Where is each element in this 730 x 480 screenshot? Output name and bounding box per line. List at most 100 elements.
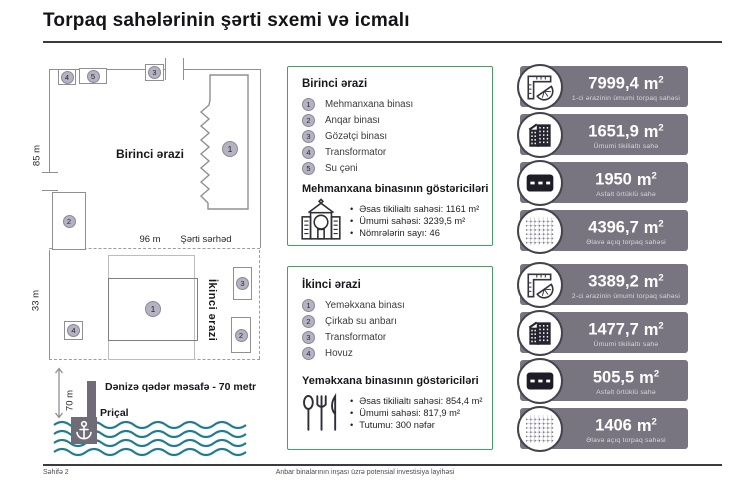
area1-height-dimension: 85 m: [31, 144, 43, 167]
area2-height-dimension: 33 m: [30, 289, 42, 312]
legend-item-badge: 1: [302, 97, 315, 111]
stat-value: 1950 m2: [595, 170, 657, 189]
area1-left-border: [49, 69, 50, 172]
stat-label: Əlavə açıq torpaq sahəsi: [586, 238, 666, 246]
area1-badge-5: 5: [86, 69, 100, 83]
legend-item: 1 Mehmanxana binası: [302, 96, 484, 112]
conditional-boundary-line: [49, 248, 260, 249]
legend-box-area1: Birinci ərazi 1 Mehmanxana binası 2 Anqa…: [287, 66, 493, 246]
stat-value: 1477,7 m2: [588, 320, 664, 339]
project-title: Anbar binalarının inşası üzrə potensial …: [275, 469, 455, 476]
metric-line: Ümumi sahəsi: 817,9 m²: [350, 407, 483, 419]
legend-item: 2 Çirkab su anbarı: [302, 313, 484, 329]
legend-item-label: Transformator: [325, 147, 387, 159]
stat-card-area2-total: 3389,2 m2 2-ci ərazinin ümumi torpaq sahə…: [517, 262, 688, 308]
metric-line: Nömrələrin sayı: 46: [350, 227, 479, 239]
stat-label: Ümumi tikilialtı sahə: [593, 340, 659, 348]
area1-transformer-box: 4: [58, 69, 76, 85]
legend-item-label: Hovuz: [325, 348, 353, 360]
area2-transformer-box: 3: [233, 267, 252, 300]
area2-badge-2: 2: [234, 328, 248, 342]
metric-line: Tutumu: 300 nəfər: [350, 419, 483, 431]
stat-value: 1651,9 m2: [588, 122, 664, 141]
area1-right-border: [260, 69, 261, 248]
pier-platform: [71, 417, 97, 444]
legend-item-badge: 2: [302, 314, 315, 328]
area1-top-border-right: [184, 69, 261, 70]
pier-label: Priçal: [100, 407, 129, 419]
legend2-subheading: Yeməkxana binasının göstəriciləri: [302, 375, 479, 387]
area1-hangar-box: 2: [52, 192, 86, 250]
page-title: Torpaq sahələrinin şərti sxemi və icmalı: [43, 10, 410, 31]
legend2-bullets: Əsas tikilialtı sahəsi: 854,4 m² Ümumi s…: [350, 395, 483, 432]
legend-item-badge: 2: [302, 113, 315, 127]
area1-gate-tick-left: [165, 58, 166, 80]
legend-box-area2: İkinci ərazi 1 Yeməkxana binası 2 Çirkab…: [287, 266, 493, 450]
stat-label: Asfalt örtüklü sahə: [596, 190, 656, 198]
legend-item: 3 Gözətçi binası: [302, 128, 484, 144]
building-icon: [517, 310, 563, 356]
legend-item-label: Su çəni: [325, 163, 358, 175]
road-icon: [517, 358, 563, 404]
area1-water-tank-box: 5: [79, 68, 107, 84]
area1-top-border-left: [49, 69, 166, 70]
legend-item-label: Transformator: [325, 331, 387, 343]
measuring-tools-icon: [517, 64, 563, 110]
bullet-marker: [350, 407, 353, 419]
sea-distance-dimension: 70 m: [64, 389, 76, 412]
area2-left-border: [49, 250, 50, 359]
open-land-icon: [517, 406, 563, 452]
stat-label: Əlavə açıq torpaq sahəsi: [586, 436, 666, 444]
stat-label: 1-ci ərazinin ümumi torpaq sahəsi: [571, 94, 681, 102]
stat-card-area2-asphalt: 505,5 m2 Asfalt örtüklü sahə: [517, 358, 688, 404]
legend-item-badge: 4: [302, 146, 315, 160]
legend-item-label: Çirkab su anbarı: [325, 315, 397, 327]
area1-width-dimension: 96 m: [139, 234, 161, 245]
legend-item: 5 Su çəni: [302, 161, 484, 177]
stat-card-area2-open-land: 1406 m2 Əlavə açıq torpaq sahəsi: [517, 406, 688, 452]
page-number: Səhifə 2: [43, 469, 69, 476]
utensils-icon: [300, 393, 342, 440]
stat-label: 2-ci ərazinin ümumi torpaq sahəsi: [571, 292, 681, 300]
bullet-marker: [350, 203, 353, 215]
legend-item-label: Yeməkxana binası: [325, 299, 405, 311]
legend2-items: 1 Yeməkxana binası 2 Çirkab su anbarı 3 …: [302, 297, 484, 362]
stat-card-area1-total: 7999,4 m2 1-ci ərazinin ümumi torpaq sahə…: [517, 64, 688, 110]
measuring-tools-icon: [517, 262, 563, 308]
bullet-marker: [350, 215, 353, 227]
bullet-marker: [350, 395, 353, 407]
sea-distance-label: Dənizə qədər məsafə - 70 metr: [105, 381, 257, 393]
distance-arrow-icon: [54, 367, 64, 419]
legend-item-label: Anqar binası: [325, 114, 381, 126]
stat-value: 4396,7 m2: [588, 218, 664, 237]
area1-left-tick-bottom: [42, 190, 58, 191]
area1-gate-tick-right: [183, 58, 184, 80]
footer-rule: [43, 464, 722, 466]
stat-value: 505,5 m2: [592, 368, 660, 387]
stat-value: 7999,4 m2: [588, 74, 664, 93]
area1-badge-3: 3: [148, 66, 161, 79]
area1-guard-house-box: 3: [145, 64, 164, 81]
legend-item-badge: 4: [302, 347, 315, 361]
area2-badge-3: 3: [236, 277, 249, 290]
legend-item-badge: 5: [302, 162, 315, 176]
bullet-marker: [350, 419, 353, 431]
anchor-icon: [76, 420, 92, 439]
stat-value: 1406 m2: [595, 416, 657, 435]
hotel-building-icon: [298, 198, 344, 247]
area1-badge-1: 1: [222, 141, 238, 157]
legend-item: 3 Transformator: [302, 329, 484, 345]
stat-card-area1-asphalt: 1950 m2 Asfalt örtüklü sahə: [517, 160, 688, 206]
legend1-bullets: Əsas tikilialtı sahəsi: 1161 m² Ümumi sa…: [350, 203, 479, 240]
metric-line: Əsas tikilialtı sahəsi: 1161 m²: [350, 203, 479, 215]
bullet-marker: [350, 227, 353, 239]
legend-item: 1 Yeməkxana binası: [302, 297, 484, 313]
stat-label: Ümumi tikilialtı sahə: [593, 142, 659, 150]
stat-card-area1-built: 1651,9 m2 Ümumi tikilialtı sahə: [517, 112, 688, 158]
legend-item-label: Gözətçi binası: [325, 130, 388, 142]
building-icon: [517, 112, 563, 158]
legend-item: 4 Hovuz: [302, 346, 484, 362]
area1-badge-2: 2: [62, 214, 76, 228]
area1-badge-4: 4: [60, 70, 74, 84]
